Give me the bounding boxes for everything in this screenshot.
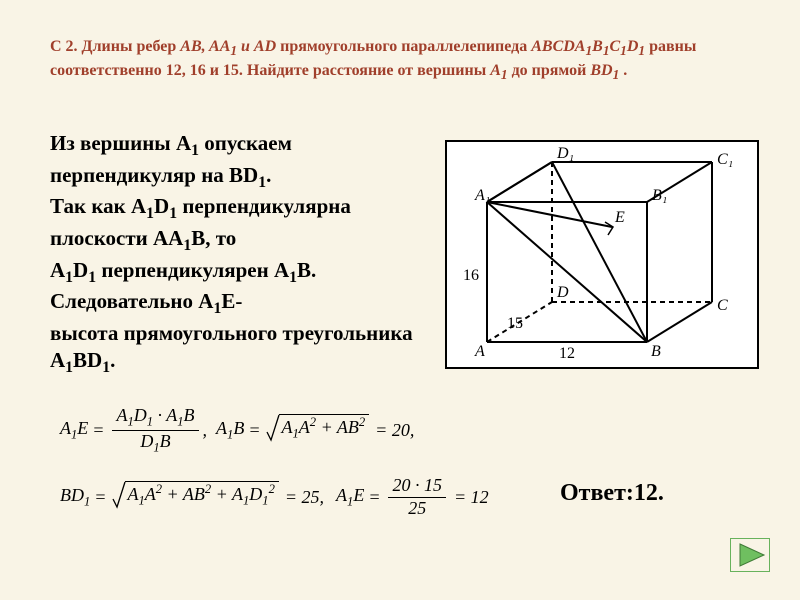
formula-row-1: A1E = A1D1 · A1B D1B , A1B = A1A2 + AB2 … [60,405,414,455]
label-B: B [651,343,661,360]
f4-den: 25 [404,498,430,520]
edge-AD-len: 15 [507,315,523,332]
problem-line: BD1 [590,62,619,79]
label-D1: D₁ [556,145,574,162]
problem-solid: ABCDA1B1C1D1 [531,38,645,55]
f2-lhs: A1B [216,418,244,443]
problem-vertex: A1 [490,62,507,79]
problem-mid: прямоугольного параллелепипеда [280,38,531,55]
f4-num: 20 · 15 [388,475,446,498]
edge-AA1-len: 16 [463,267,479,284]
f1-den: D1B [136,431,174,456]
formula-row-2: BD1 = A1A2 + AB2 + A1D12 = 25, A1E = 20 … [60,475,489,519]
next-triangle-icon [730,538,770,572]
f2-rhs: = 20, [375,420,414,441]
f3-rhs: = 25, [285,487,324,508]
label-A1: A₁ [474,187,490,204]
problem-prefix: С 2. Длины ребер [50,38,180,55]
f4-rhs: = 12 [454,487,489,508]
problem-statement: С 2. Длины ребер AB, AA1 и AD прямоуголь… [50,36,770,84]
problem-edges: AB, AA1 и AD [180,38,276,55]
problem-dot: . [623,62,627,79]
parallelepiped-diagram: A₁ B₁ C₁ D₁ A B C D E 12 16 15 [445,140,759,369]
f1-lhs: A1E [60,418,88,443]
answer: Ответ:12. [560,480,664,507]
edge-AB-len: 12 [559,345,575,362]
f3-rad: A1A2 + AB2 + A1D12 [125,481,278,514]
f4-lhs: A1E [336,485,364,510]
f3-lhs: BD1 [60,485,90,510]
solution-text: Из вершины A1 опускаем перпендикуляр на … [50,130,420,379]
label-C1: C₁ [717,151,733,168]
answer-value: 12. [634,480,664,506]
label-A: A [474,343,485,360]
label-C: C [717,297,728,314]
f1-num: A1D1 · A1B [112,405,198,431]
label-D: D [556,284,569,301]
label-E: E [614,209,625,226]
answer-label: Ответ: [560,480,634,506]
next-slide-button[interactable] [730,538,770,572]
problem-to: до прямой [512,62,591,79]
label-B1: B₁ [652,187,667,204]
f2-rad: A1A2 + AB2 [279,414,369,447]
